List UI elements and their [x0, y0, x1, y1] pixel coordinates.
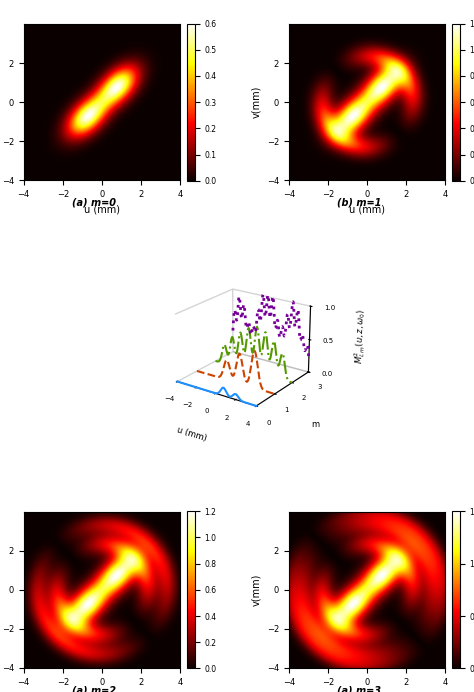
Y-axis label: m: m [312, 419, 320, 428]
X-axis label: u (mm): u (mm) [84, 205, 120, 215]
Y-axis label: v(mm): v(mm) [251, 574, 261, 606]
X-axis label: u (mm): u (mm) [349, 205, 385, 215]
Text: (a) m=2: (a) m=2 [72, 685, 116, 692]
Y-axis label: v(mm): v(mm) [251, 86, 261, 118]
Text: (a) m=3: (a) m=3 [337, 685, 381, 692]
X-axis label: u (mm): u (mm) [176, 426, 208, 443]
Text: (a) m=0: (a) m=0 [72, 198, 116, 208]
Text: (b) m=1: (b) m=1 [337, 198, 381, 208]
